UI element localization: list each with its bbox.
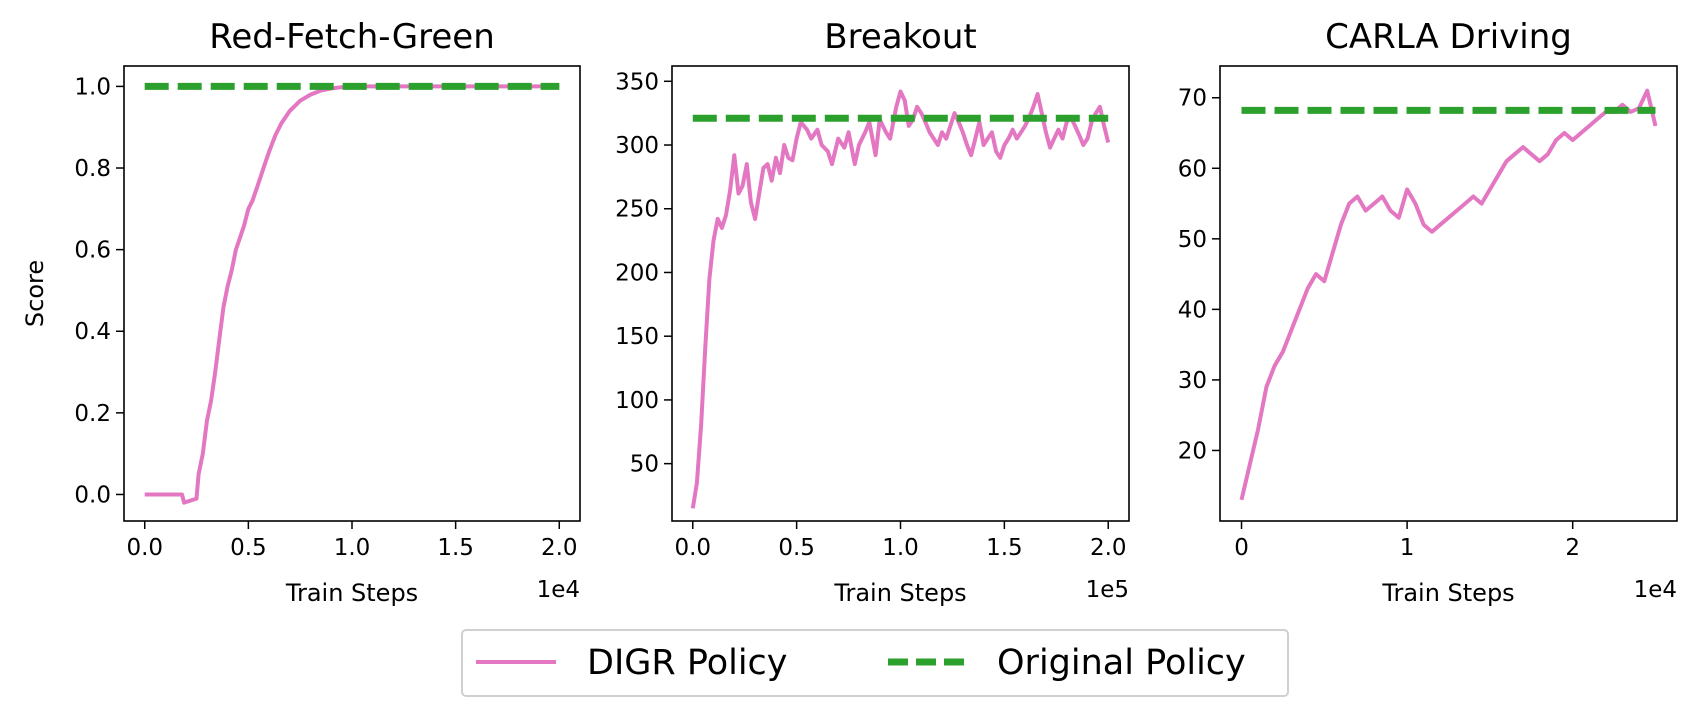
x-axis-label: Train Steps — [285, 579, 418, 607]
axes-frame — [1219, 65, 1678, 522]
x-tick-label: 0.5 — [230, 535, 267, 561]
digr-policy-line-3 — [1239, 88, 1658, 501]
y-tick-label: 150 — [615, 324, 659, 350]
chart-title: CARLA Driving — [1325, 17, 1572, 57]
y-tick-label: 0.6 — [74, 238, 111, 264]
x-tick-label: 0.0 — [674, 535, 711, 561]
y-tick-label: 30 — [1178, 368, 1207, 394]
x-offset-text: 1e4 — [537, 577, 580, 603]
y-tick-label: 0.2 — [74, 401, 111, 427]
legend-original-label: Original Policy — [997, 643, 1246, 683]
y-tick-label: 0.8 — [74, 156, 111, 182]
y-tick-label: 50 — [1178, 227, 1207, 253]
x-offset-text: 1e5 — [1086, 577, 1129, 603]
x-tick-label: 1.0 — [882, 535, 919, 561]
y-tick-label: 250 — [615, 197, 659, 223]
y-tick-label: 100 — [615, 388, 659, 414]
x-tick-label: 1.5 — [437, 535, 474, 561]
y-tick-label: 0.0 — [74, 482, 111, 508]
x-tick-label: 0.5 — [778, 535, 815, 561]
y-tick-label: 70 — [1178, 86, 1207, 112]
y-tick-label: 350 — [615, 69, 659, 95]
chart-title: Breakout — [824, 17, 976, 57]
x-tick-label: 2.0 — [541, 535, 578, 561]
y-tick-label: 1.0 — [74, 74, 111, 100]
chart-panels: 0.0 0.5 1.0 1.5 2.0 0.0 0.2 0.4 0.6 0.8 1.0 Red-Fet… — [21, 17, 1678, 607]
y-tick-label: 20 — [1178, 438, 1207, 464]
x-tick-label: 0 — [1234, 535, 1249, 561]
chart-title: Red-Fetch-Green — [209, 17, 495, 57]
y-tick-label: 300 — [615, 133, 659, 159]
chart-panel-2: 0.0 0.5 1.0 1.5 2.0 50 100 150 200 250 300 350 Break… — [615, 17, 1130, 607]
x-tick-label: 2.0 — [1090, 535, 1127, 561]
axes-frame — [123, 65, 581, 522]
y-tick-label: 200 — [615, 260, 659, 286]
digr-policy-line-1 — [144, 84, 560, 505]
x-axis-label: Train Steps — [1381, 579, 1514, 607]
y-tick-label: 50 — [630, 452, 659, 478]
x-axis-label: Train Steps — [833, 579, 966, 607]
digr-policy-line-2 — [690, 89, 1111, 509]
chart-panel-3: 0 1 2 20 30 40 50 60 70 CARLA Driving Train Steps 1… — [1178, 17, 1678, 607]
x-tick-label: 0.0 — [126, 535, 163, 561]
chart-panel-1: 0.0 0.5 1.0 1.5 2.0 0.0 0.2 0.4 0.6 0.8 1.0 Red-Fet… — [21, 17, 581, 607]
y-axis-label: Score — [21, 260, 49, 327]
x-tick-label: 1.5 — [986, 535, 1023, 561]
y-tick-label: 60 — [1178, 156, 1207, 182]
legend-frame — [461, 629, 1289, 697]
y-tick-label: 0.4 — [74, 319, 111, 345]
x-tick-label: 1.0 — [334, 535, 371, 561]
x-tick-label: 2 — [1565, 535, 1580, 561]
y-tick-label: 40 — [1178, 297, 1207, 323]
legend: DIGR Policy Original Policy — [461, 629, 1289, 697]
x-tick-label: 1 — [1400, 535, 1415, 561]
legend-digr-label: DIGR Policy — [587, 643, 788, 683]
x-offset-text: 1e4 — [1634, 577, 1677, 603]
